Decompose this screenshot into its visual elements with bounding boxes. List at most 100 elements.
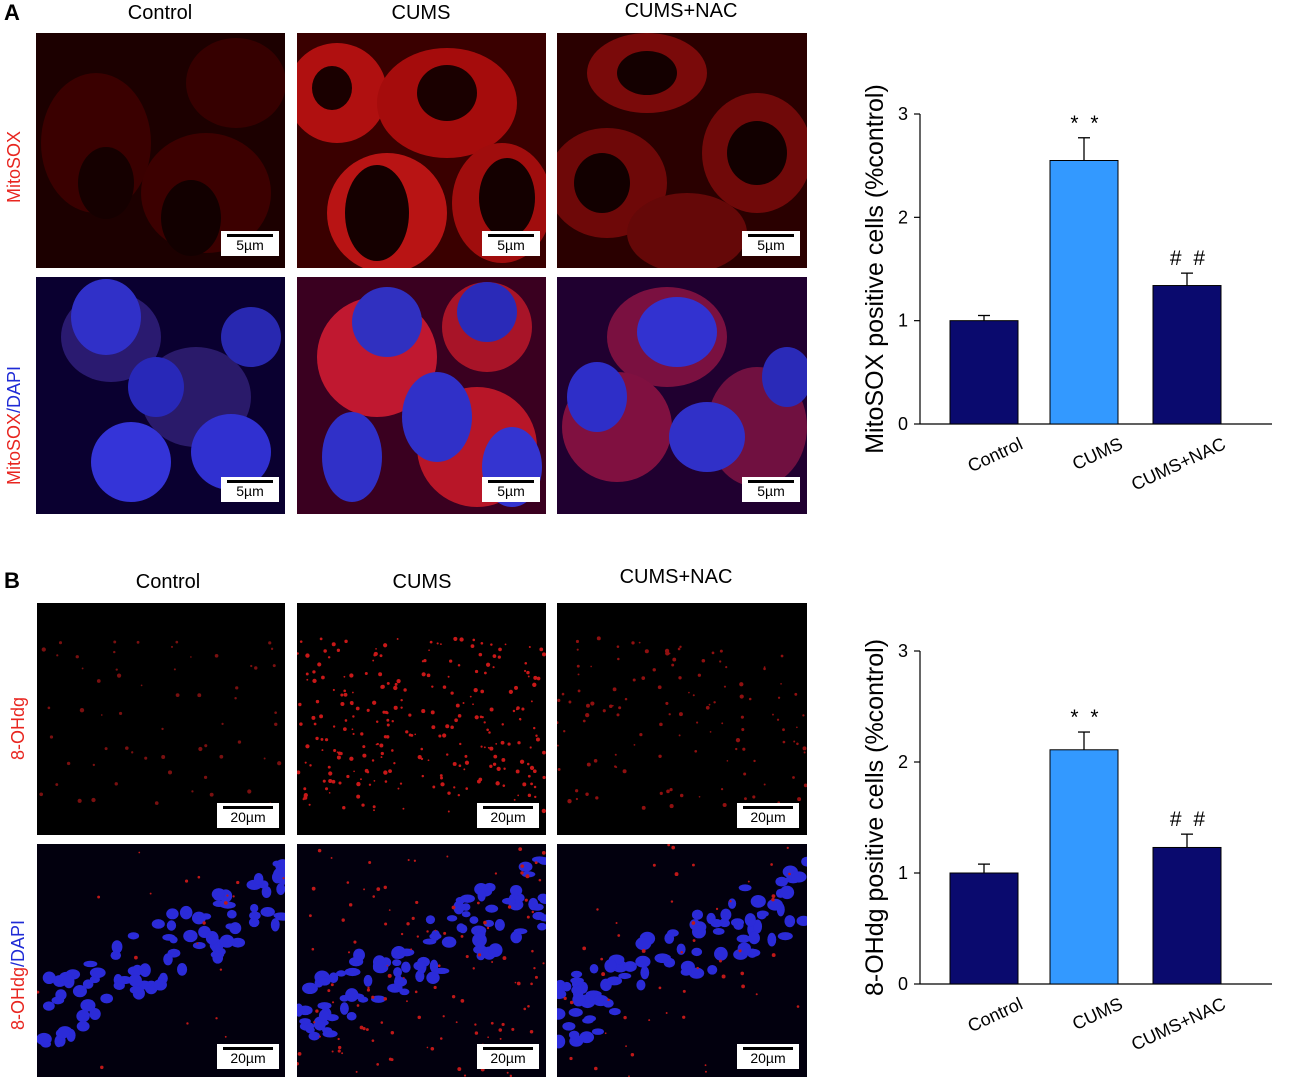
texture-dot [426, 1046, 429, 1049]
texture-dot [437, 964, 441, 968]
nucleus-shape [591, 1028, 604, 1035]
texture-dot [457, 714, 462, 718]
texture-dot [612, 687, 617, 692]
x-tick-label: CUMS [1069, 433, 1125, 474]
texture-dot [665, 1012, 668, 1014]
texture-dot [58, 641, 63, 645]
x-tick-label: Control [965, 433, 1026, 476]
texture-dot [671, 663, 675, 667]
nucleus-shape [298, 1005, 313, 1016]
nucleus-shape [756, 910, 769, 918]
texture-dot [219, 968, 223, 971]
texture-dot [449, 659, 453, 663]
texture-dot [509, 1074, 513, 1077]
texture-dot [391, 719, 394, 723]
texture-dot [541, 652, 546, 657]
nucleus-shape [205, 931, 219, 945]
texture-dot [375, 648, 377, 650]
texture-dot [595, 796, 599, 800]
texture-dot [527, 793, 532, 798]
panel-b-col-cums-nac: CUMS+NAC [619, 566, 733, 588]
texture-dot [492, 666, 495, 669]
nucleus-shape [712, 928, 725, 935]
texture-dot [154, 801, 159, 805]
texture-dot [202, 921, 206, 925]
nucleus-shape [777, 932, 793, 941]
texture-dot [489, 746, 494, 751]
texture-dot [77, 798, 82, 803]
texture-dot [440, 643, 442, 646]
texture-dot [729, 900, 732, 903]
texture-dot [748, 697, 752, 701]
texture-dot [742, 747, 746, 751]
micrograph-a-cums-mitosox: 5µm [297, 33, 546, 268]
texture-dot [680, 950, 683, 954]
nucleus-shape [363, 974, 373, 987]
texture-dot [528, 645, 531, 649]
texture-dot [763, 783, 766, 786]
nucleus-shape [346, 1011, 357, 1021]
nucleus-shape [192, 942, 206, 950]
texture-dot [463, 768, 466, 771]
texture-dot [338, 781, 342, 785]
nucleus-shape [691, 925, 707, 939]
texture-dot [319, 637, 323, 641]
texture-dot [780, 682, 782, 685]
texture-dot [518, 847, 523, 852]
texture-dot [415, 900, 419, 905]
texture-dot [341, 918, 345, 922]
nucleus-shape [750, 895, 766, 908]
texture-dot [504, 643, 507, 646]
texture-dot [447, 791, 451, 795]
texture-dot [563, 996, 567, 1001]
texture-dot [582, 719, 586, 723]
texture-dot [397, 787, 400, 790]
nucleus-shape [128, 974, 142, 987]
nucleus-shape [562, 981, 572, 992]
micrograph-a-nac-merge: 5µm [557, 277, 807, 514]
texture-dot [321, 675, 325, 680]
texture-dot [308, 803, 311, 806]
texture-dot [274, 722, 278, 726]
nucleus-shape [461, 911, 471, 918]
texture-dot [447, 675, 450, 678]
texture-dot [327, 656, 331, 659]
texture-dot [679, 645, 682, 649]
texture-dot [501, 758, 506, 762]
nucleus-shape [582, 1017, 594, 1024]
texture-dot [313, 722, 317, 726]
texture-dot [430, 1047, 435, 1051]
texture-dot [331, 1001, 335, 1004]
texture-dot [203, 775, 208, 779]
texture-dot [472, 638, 476, 642]
texture-dot [478, 652, 483, 657]
texture-dot [167, 770, 173, 775]
bar [1152, 285, 1222, 425]
texture-dot [611, 704, 614, 707]
texture-dot [361, 803, 365, 807]
texture-dot [161, 755, 166, 759]
texture-dot [721, 722, 724, 725]
texture-dot [113, 650, 116, 654]
texture-dot [366, 770, 370, 774]
texture-dot [327, 989, 331, 993]
texture-dot [371, 995, 375, 999]
texture-dot [530, 782, 533, 786]
texture-dot [641, 805, 646, 810]
panel-a-col-cums-nac: CUMS+NAC [624, 0, 738, 22]
texture-dot [352, 732, 355, 736]
texture-dot [439, 1037, 443, 1040]
texture-dot [116, 673, 122, 678]
texture-dot [299, 640, 303, 643]
texture-dot [365, 1028, 369, 1032]
texture-dot [97, 895, 101, 899]
texture-dot [630, 1053, 635, 1057]
micrograph-b-cums-merge: 20µm [297, 844, 546, 1077]
nucleus-shape [250, 903, 259, 913]
nucleus-shape [299, 1018, 311, 1025]
texture-dot [328, 771, 333, 776]
texture-dot [671, 845, 676, 850]
nucleus-shape [528, 897, 539, 911]
nucleus-shape [273, 867, 285, 882]
texture-dot [343, 689, 347, 693]
